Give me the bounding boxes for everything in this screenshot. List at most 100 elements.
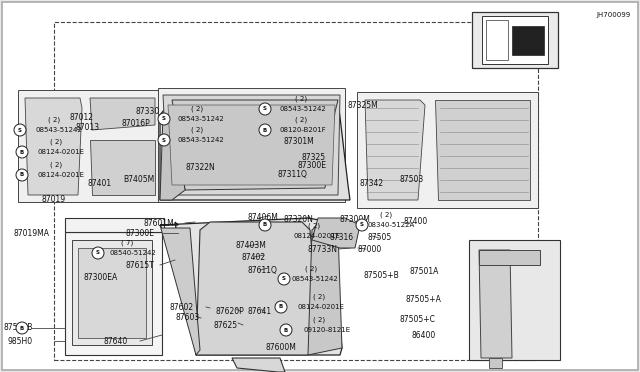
Text: 985H0: 985H0: [7, 337, 32, 346]
Text: B: B: [284, 327, 288, 333]
Circle shape: [280, 324, 292, 336]
Text: S: S: [18, 128, 22, 132]
Text: ( 2): ( 2): [308, 223, 320, 229]
Text: 87300E: 87300E: [297, 161, 326, 170]
Text: 08543-51242: 08543-51242: [292, 276, 339, 282]
Text: 87342: 87342: [360, 179, 384, 187]
Text: 87733N: 87733N: [308, 244, 338, 253]
Text: 87602: 87602: [170, 304, 194, 312]
Text: B: B: [263, 222, 267, 228]
Text: 08124-0201E: 08124-0201E: [294, 233, 341, 239]
Text: ( 2): ( 2): [191, 127, 203, 133]
Text: 87300M: 87300M: [340, 215, 371, 224]
Text: ( 2): ( 2): [295, 117, 307, 123]
Circle shape: [158, 113, 170, 125]
Text: 87322N: 87322N: [186, 163, 216, 171]
Text: ( 2): ( 2): [48, 117, 60, 123]
Text: 87505+B: 87505+B: [363, 270, 399, 279]
Text: 87325: 87325: [302, 154, 326, 163]
Text: 87013: 87013: [76, 124, 100, 132]
Text: ( 2): ( 2): [380, 212, 392, 218]
Text: 08543-51242: 08543-51242: [178, 137, 225, 143]
Text: 87406M: 87406M: [247, 214, 278, 222]
Polygon shape: [172, 100, 338, 190]
Polygon shape: [160, 225, 200, 355]
Text: S: S: [360, 222, 364, 228]
Text: 87505: 87505: [368, 234, 392, 243]
Text: 87501A: 87501A: [409, 266, 438, 276]
Text: S: S: [263, 106, 267, 112]
Circle shape: [16, 169, 28, 181]
Text: JH700099: JH700099: [596, 12, 630, 18]
Polygon shape: [435, 100, 530, 200]
Text: 87400: 87400: [404, 217, 428, 225]
Text: 87311Q: 87311Q: [277, 170, 307, 180]
Text: 87325M: 87325M: [347, 102, 378, 110]
Text: S: S: [282, 276, 286, 282]
Text: 86400: 86400: [411, 331, 435, 340]
Circle shape: [158, 134, 170, 146]
Circle shape: [259, 219, 271, 231]
Circle shape: [275, 301, 287, 313]
Polygon shape: [90, 98, 155, 130]
Text: B: B: [279, 305, 283, 310]
Text: 08543-51242: 08543-51242: [36, 127, 83, 133]
Polygon shape: [168, 105, 335, 185]
Circle shape: [92, 247, 104, 259]
Text: ( 2): ( 2): [313, 294, 325, 300]
Text: 08124-0201E: 08124-0201E: [38, 149, 85, 155]
Polygon shape: [163, 95, 340, 195]
Bar: [65, 232, 162, 355]
Text: 87300EA: 87300EA: [83, 273, 117, 282]
Text: S: S: [162, 116, 166, 122]
Polygon shape: [486, 20, 508, 60]
Polygon shape: [160, 218, 342, 355]
Text: B: B: [20, 150, 24, 154]
Text: ( 2): ( 2): [191, 106, 203, 112]
Text: ( 2): ( 2): [313, 317, 325, 323]
Text: 87016P: 87016P: [122, 119, 151, 128]
Circle shape: [356, 219, 368, 231]
Text: 87503: 87503: [400, 176, 424, 185]
Text: 87012: 87012: [70, 112, 94, 122]
Text: 87019: 87019: [41, 196, 65, 205]
Polygon shape: [479, 250, 512, 358]
Text: 87615T: 87615T: [126, 260, 155, 269]
Text: 87401: 87401: [88, 179, 112, 187]
Text: 08540-51242: 08540-51242: [109, 250, 156, 256]
Text: ( 2): ( 2): [305, 266, 317, 272]
Polygon shape: [308, 222, 342, 355]
Text: ( 7): ( 7): [121, 240, 133, 246]
Polygon shape: [312, 218, 360, 248]
Text: B: B: [20, 173, 24, 177]
Polygon shape: [160, 100, 350, 200]
Text: 87300E: 87300E: [126, 228, 155, 237]
Bar: [18, 90, 162, 202]
Text: 87403M: 87403M: [236, 241, 267, 250]
Text: S: S: [162, 138, 166, 142]
Polygon shape: [479, 250, 540, 265]
Circle shape: [259, 124, 271, 136]
Text: 87402: 87402: [242, 253, 266, 262]
Bar: [469, 240, 560, 360]
Text: 87505+A: 87505+A: [406, 295, 442, 304]
Text: 87506B: 87506B: [3, 324, 33, 333]
Circle shape: [14, 124, 26, 136]
Circle shape: [16, 322, 28, 334]
Text: 08340-5122A: 08340-5122A: [367, 222, 414, 228]
Bar: [72, 240, 152, 345]
Polygon shape: [196, 222, 320, 355]
Bar: [65, 218, 164, 232]
Text: 08543-51242: 08543-51242: [280, 106, 327, 112]
Text: ( 2): ( 2): [50, 162, 62, 168]
Bar: [78, 248, 146, 338]
Text: ( 2): ( 2): [295, 96, 307, 102]
Text: 87019MA: 87019MA: [13, 230, 49, 238]
Text: 87301M: 87301M: [284, 138, 315, 147]
Text: 87505+C: 87505+C: [400, 314, 436, 324]
Text: 87640: 87640: [103, 337, 127, 346]
Text: 87320N: 87320N: [284, 215, 314, 224]
Text: ( 2): ( 2): [50, 139, 62, 145]
Text: 08120-B201F: 08120-B201F: [280, 127, 327, 133]
Text: 87330: 87330: [136, 108, 160, 116]
